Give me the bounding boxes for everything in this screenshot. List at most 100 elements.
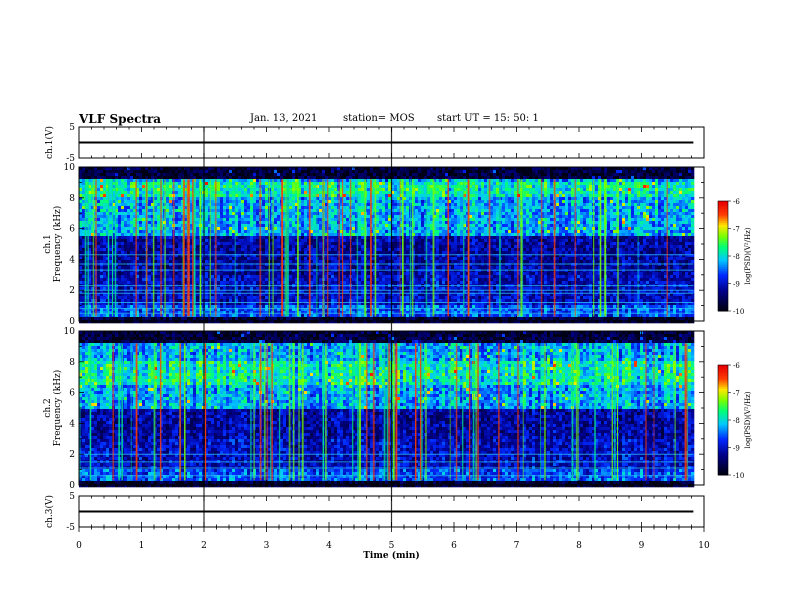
spectrogram-cell <box>550 191 553 194</box>
spectrogram-cell <box>532 212 535 215</box>
spectrogram-cell <box>277 209 280 212</box>
spectrogram-cell <box>523 203 526 206</box>
spectrogram-cell <box>136 176 139 179</box>
spectrogram-cell <box>568 224 571 227</box>
spectrogram-cell <box>97 236 100 239</box>
spectrogram-cell <box>331 194 334 197</box>
spectrogram-cell <box>217 194 220 197</box>
spectrogram-cell <box>565 182 568 185</box>
spectrogram-cell <box>223 185 226 188</box>
spectrogram-cell <box>661 206 664 209</box>
spectrogram-cell <box>550 197 553 200</box>
spectrogram-cell <box>676 179 679 182</box>
spectrogram-cell <box>124 173 127 176</box>
spectrogram-cell <box>103 236 106 239</box>
spectrogram-cell <box>175 200 178 203</box>
spectrogram-cell <box>133 173 136 176</box>
spectrogram-cell <box>496 224 499 227</box>
spectrogram-cell <box>544 170 547 173</box>
spectrogram-cell <box>451 230 454 233</box>
spectrogram-cell <box>382 230 385 233</box>
spectrogram-cell <box>346 212 349 215</box>
spectrogram-cell <box>613 221 616 224</box>
spectrogram-cell <box>346 218 349 221</box>
spectrogram-cell <box>682 206 685 209</box>
spectrogram-cell <box>475 203 478 206</box>
spectrogram-cell <box>142 182 145 185</box>
spectrogram-cell <box>103 179 106 182</box>
spectrogram-cell <box>253 230 256 233</box>
spectrogram-cell <box>436 233 439 236</box>
spectrogram-cell <box>472 221 475 224</box>
spectrogram-cell <box>550 200 553 203</box>
spectrogram-cell <box>406 179 409 182</box>
spectrogram-cell <box>502 176 505 179</box>
spectrogram-cell <box>676 182 679 185</box>
spectrogram-cell <box>130 227 133 230</box>
spectrogram-cell <box>478 224 481 227</box>
spectrogram-cell <box>622 218 625 221</box>
spectrogram-cell <box>439 173 442 176</box>
spectrogram-cell <box>313 200 316 203</box>
spectrogram-cell <box>646 173 649 176</box>
spectrogram-cell <box>625 170 628 173</box>
spectrogram-cell <box>352 206 355 209</box>
spectrogram-cell <box>529 197 532 200</box>
spectrogram-cell <box>532 176 535 179</box>
spectrogram-cell <box>439 233 442 236</box>
spectrogram-cell <box>241 185 244 188</box>
spectrogram-cell <box>637 224 640 227</box>
spectrogram-cell <box>493 203 496 206</box>
spectrogram-cell <box>124 182 127 185</box>
spectrogram-cell <box>691 230 694 233</box>
spectrogram-cell <box>631 185 634 188</box>
spectrogram-cell <box>556 200 559 203</box>
spectrogram-cell <box>388 185 391 188</box>
spectrogram-cell <box>490 236 493 239</box>
spectrogram-cell <box>97 215 100 218</box>
spectrogram-cell <box>589 233 592 236</box>
spectrogram-cell <box>154 218 157 221</box>
spectrogram-cell <box>595 185 598 188</box>
spectrogram-cell <box>196 194 199 197</box>
spectrogram-cell <box>247 206 250 209</box>
spectrogram-cell <box>265 227 268 230</box>
spectrogram-cell <box>286 173 289 176</box>
spectrogram-cell <box>676 203 679 206</box>
spectrogram-cell <box>535 185 538 188</box>
spectrogram-cell <box>682 197 685 200</box>
spectrogram-cell <box>619 185 622 188</box>
spectrogram-cell <box>376 200 379 203</box>
spectrogram-cell <box>538 221 541 224</box>
spectrogram-cell <box>148 236 151 239</box>
spectrogram-cell <box>688 173 691 176</box>
spectrogram-cell <box>226 179 229 182</box>
spectrogram-cell <box>625 230 628 233</box>
spectrogram-cell <box>361 188 364 191</box>
spectrogram-cell <box>556 173 559 176</box>
spectrogram-cell <box>118 197 121 200</box>
spectrogram-cell <box>247 170 250 173</box>
spectrogram-cell <box>373 173 376 176</box>
spectrogram-cell <box>205 209 208 212</box>
spectrogram-cell <box>124 188 127 191</box>
spectrogram-cell <box>661 227 664 230</box>
spectrogram-cell <box>292 200 295 203</box>
spectrogram-cell <box>241 200 244 203</box>
spectrogram-cell <box>361 203 364 206</box>
spectrogram-cell <box>481 176 484 179</box>
spectrogram-cell <box>691 200 694 203</box>
spectrogram-cell <box>595 227 598 230</box>
spectrogram-cell <box>127 209 130 212</box>
spectrogram-cell <box>121 224 124 227</box>
spectrogram-cell <box>211 182 214 185</box>
spectrogram-cell <box>457 227 460 230</box>
spectrogram-cell <box>130 179 133 182</box>
spectrogram-cell <box>289 191 292 194</box>
spectrogram-cell <box>121 176 124 179</box>
spectrogram-cell <box>547 185 550 188</box>
spectrogram-cell <box>658 209 661 212</box>
spectrogram-cell <box>637 191 640 194</box>
spectrogram-cell <box>628 224 631 227</box>
spectrogram-cell <box>670 209 673 212</box>
